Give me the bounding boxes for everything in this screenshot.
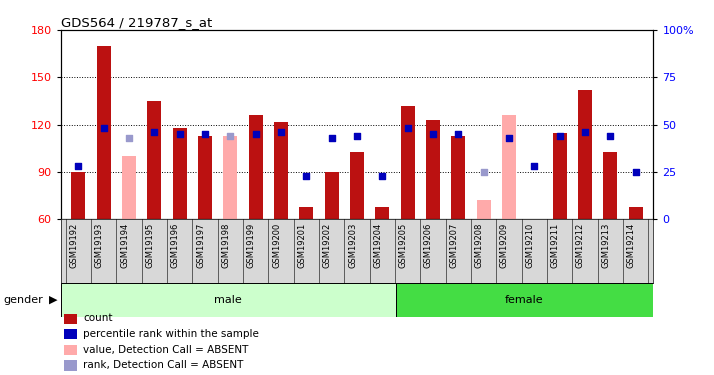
Text: female: female — [506, 295, 544, 305]
Point — [149, 129, 160, 135]
Text: GSM19196: GSM19196 — [171, 223, 180, 268]
Point — [98, 126, 109, 132]
Point — [579, 129, 590, 135]
Point — [73, 164, 84, 170]
Text: GSM19195: GSM19195 — [146, 223, 154, 268]
Bar — [198, 136, 212, 219]
Text: GSM19202: GSM19202 — [323, 223, 332, 268]
Point — [453, 131, 464, 137]
Text: count: count — [84, 314, 113, 324]
Point — [503, 135, 515, 141]
Bar — [97, 46, 111, 219]
Text: GSM19213: GSM19213 — [601, 223, 610, 268]
Text: GSM19206: GSM19206 — [424, 223, 433, 268]
Text: GSM19198: GSM19198 — [221, 223, 231, 268]
Point — [276, 129, 287, 135]
Text: GSM19212: GSM19212 — [576, 223, 585, 268]
Text: GSM19208: GSM19208 — [475, 223, 483, 268]
Bar — [350, 152, 364, 219]
Point — [376, 173, 388, 179]
Bar — [628, 207, 643, 219]
Text: GSM19201: GSM19201 — [297, 223, 306, 268]
Point — [124, 135, 135, 141]
Bar — [426, 120, 440, 219]
Bar — [502, 115, 516, 219]
Bar — [396, 283, 653, 317]
Bar — [325, 172, 338, 219]
Text: percentile rank within the sample: percentile rank within the sample — [84, 329, 259, 339]
Point — [199, 131, 211, 137]
Point — [528, 164, 540, 170]
Bar — [477, 207, 491, 219]
Bar — [223, 136, 237, 219]
Text: GSM19192: GSM19192 — [69, 223, 79, 268]
Text: ▶: ▶ — [49, 295, 57, 305]
Bar — [61, 283, 396, 317]
Text: GSM19211: GSM19211 — [550, 223, 560, 268]
Bar — [64, 314, 76, 324]
Bar — [64, 345, 76, 355]
Point — [605, 133, 616, 139]
Bar — [64, 329, 76, 339]
Bar — [173, 128, 186, 219]
Point — [402, 126, 413, 132]
Point — [630, 169, 641, 175]
Bar — [553, 133, 567, 219]
Bar — [376, 207, 389, 219]
Text: GSM19205: GSM19205 — [398, 223, 408, 268]
Point — [301, 173, 312, 179]
Text: GSM19199: GSM19199 — [247, 223, 256, 268]
Point — [427, 131, 438, 137]
Bar — [147, 101, 161, 219]
Text: value, Detection Call = ABSENT: value, Detection Call = ABSENT — [84, 345, 248, 355]
Point — [225, 133, 236, 139]
Text: GSM19214: GSM19214 — [627, 223, 635, 268]
Text: GSM19210: GSM19210 — [526, 223, 534, 268]
Point — [351, 133, 363, 139]
Bar — [248, 115, 263, 219]
Point — [174, 131, 186, 137]
Bar — [274, 122, 288, 219]
Point — [250, 131, 261, 137]
Bar — [451, 136, 466, 219]
Text: GSM19193: GSM19193 — [95, 223, 104, 268]
Text: gender: gender — [4, 295, 44, 305]
Text: GDS564 / 219787_s_at: GDS564 / 219787_s_at — [61, 16, 212, 29]
Text: GSM19203: GSM19203 — [348, 223, 357, 268]
Text: GSM19209: GSM19209 — [500, 223, 509, 268]
Text: GSM19197: GSM19197 — [196, 223, 205, 268]
Bar — [71, 172, 86, 219]
Text: GSM19200: GSM19200 — [272, 223, 281, 268]
Bar — [122, 156, 136, 219]
Bar — [64, 360, 76, 370]
Bar — [578, 90, 592, 219]
Text: GSM19207: GSM19207 — [449, 223, 458, 268]
Text: rank, Detection Call = ABSENT: rank, Detection Call = ABSENT — [84, 360, 243, 370]
Text: GSM19194: GSM19194 — [120, 223, 129, 268]
Bar — [299, 207, 313, 219]
Point — [326, 135, 338, 141]
Text: male: male — [214, 295, 242, 305]
Bar — [401, 106, 415, 219]
Bar — [477, 200, 491, 219]
Text: GSM19204: GSM19204 — [373, 223, 382, 268]
Bar — [603, 152, 617, 219]
Point — [478, 169, 489, 175]
Point — [554, 133, 565, 139]
